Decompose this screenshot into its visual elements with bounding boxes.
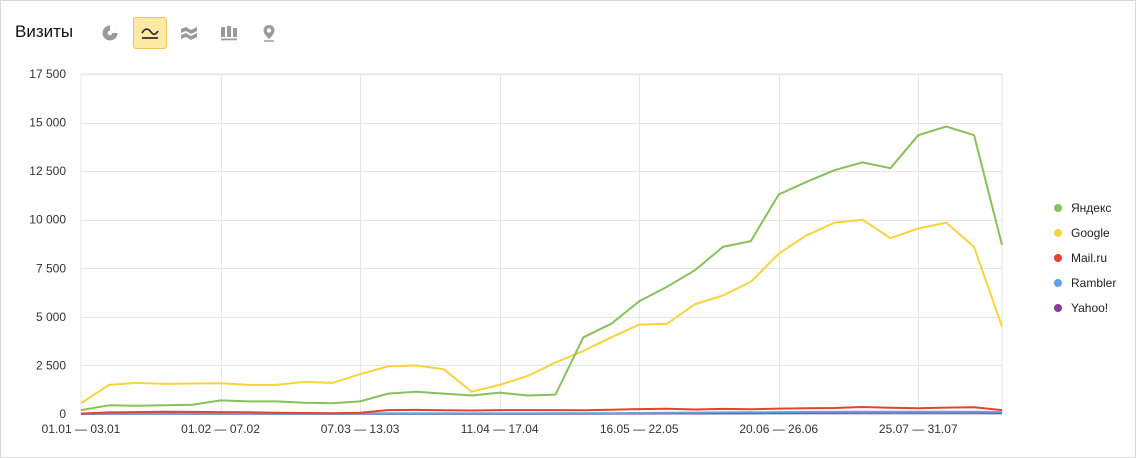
legend-label: Яндекс bbox=[1071, 201, 1112, 215]
x-tick-label: 25.07 — 31.07 bbox=[879, 422, 958, 436]
area-chart-icon bbox=[180, 25, 198, 41]
x-tick-label: 11.04 — 17.04 bbox=[461, 422, 539, 436]
plot-area bbox=[80, 73, 1003, 415]
pie-chart-icon bbox=[101, 24, 119, 42]
legend-item-mail-ru[interactable]: Mail.ru bbox=[1054, 248, 1107, 268]
series-line-google bbox=[80, 218, 1003, 405]
series-line-rambler bbox=[80, 410, 1003, 415]
pie-chart-button[interactable] bbox=[93, 17, 127, 49]
series-line-яндекс bbox=[80, 125, 1003, 412]
x-tick-label: 07.03 — 13.03 bbox=[321, 422, 400, 436]
legend-item-google[interactable]: Google bbox=[1054, 223, 1110, 243]
y-tick-label: 5 000 bbox=[36, 310, 66, 324]
widget-title: Визиты bbox=[15, 22, 74, 41]
legend-label: Yahoo! bbox=[1071, 301, 1109, 315]
line-chart-button[interactable] bbox=[133, 17, 167, 49]
y-tick-label: 15 000 bbox=[29, 116, 66, 130]
line-chart-icon bbox=[140, 25, 160, 41]
y-tick-label: 7 500 bbox=[36, 261, 66, 275]
x-tick-label: 16.05 — 22.05 bbox=[600, 422, 679, 436]
y-tick-label: 10 000 bbox=[29, 213, 66, 227]
legend-marker bbox=[1054, 279, 1062, 287]
series-line-mail-ru bbox=[80, 406, 1003, 415]
y-tick-label: 0 bbox=[59, 407, 66, 421]
legend-marker bbox=[1054, 304, 1062, 312]
bar-chart-icon bbox=[220, 25, 238, 41]
bar-chart-button[interactable] bbox=[212, 17, 246, 49]
y-tick-label: 2 500 bbox=[36, 358, 66, 372]
legend-label: Rambler bbox=[1071, 276, 1117, 290]
legend-item-яндекс[interactable]: Яндекс bbox=[1054, 198, 1111, 218]
area-chart-button[interactable] bbox=[172, 17, 206, 49]
legend-marker bbox=[1054, 204, 1062, 212]
x-tick-label: 01.01 — 03.01 bbox=[42, 422, 121, 436]
x-tick-label: 20.06 — 26.06 bbox=[739, 422, 818, 436]
x-tick-label: 01.02 — 07.02 bbox=[181, 422, 260, 436]
map-pin-button[interactable] bbox=[252, 17, 286, 49]
y-tick-label: 12 500 bbox=[29, 164, 66, 178]
legend-item-yahoo[interactable]: Yahoo! bbox=[1054, 298, 1108, 318]
legend-label: Google bbox=[1071, 226, 1110, 240]
legend-label: Mail.ru bbox=[1071, 251, 1108, 265]
legend-marker bbox=[1054, 229, 1062, 237]
map-pin-icon bbox=[261, 24, 277, 42]
y-tick-label: 17 500 bbox=[29, 67, 66, 81]
legend-item-rambler[interactable]: Rambler bbox=[1054, 273, 1116, 293]
legend-marker bbox=[1054, 254, 1062, 262]
